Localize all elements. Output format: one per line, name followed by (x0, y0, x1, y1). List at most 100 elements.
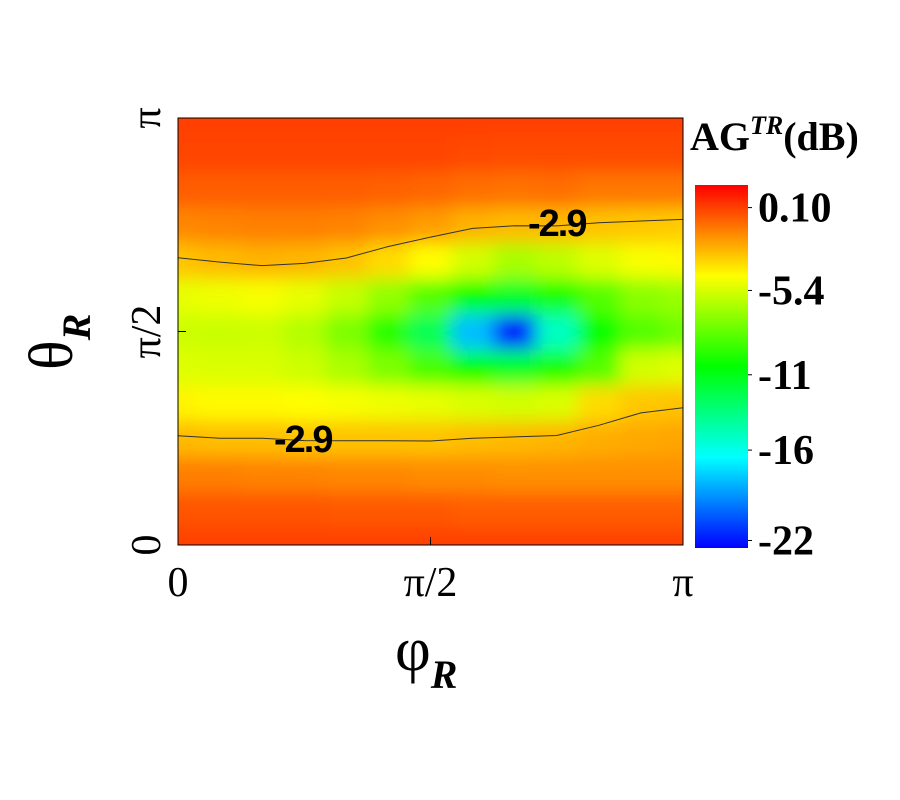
x-axis-label: φR (395, 616, 457, 697)
heat-cell (367, 527, 411, 545)
heat-cell (325, 313, 368, 350)
heat-cell (367, 118, 411, 137)
heat-cell (619, 135, 663, 172)
heat-cell (199, 206, 242, 244)
heat-cell (451, 313, 495, 350)
colorbar-title-base: AG (690, 114, 750, 159)
heat-cell (661, 135, 683, 172)
heat-cell (325, 278, 368, 315)
y-tick-label: 0 (124, 535, 170, 556)
heatmap (178, 118, 683, 545)
heat-cell (283, 527, 326, 545)
heat-cell (493, 420, 537, 457)
colorbar-title-unit: (dB) (783, 114, 859, 159)
heat-cell (451, 118, 495, 137)
heat-cell (325, 242, 368, 279)
heat-cell (367, 491, 411, 528)
heat-cell (535, 384, 579, 422)
heat-cell (283, 384, 326, 422)
heat-cell (535, 313, 579, 350)
heat-cell (535, 278, 579, 315)
heat-cell (178, 384, 200, 422)
heat-cell (577, 278, 621, 315)
heat-cell (178, 135, 200, 172)
contours (177, 218, 684, 442)
heat-cell (661, 171, 683, 208)
x-tick-label: 0 (168, 560, 189, 606)
heat-cell (619, 313, 663, 350)
heat-cell (577, 349, 621, 386)
heat-cell (241, 384, 284, 422)
heat-cell (493, 527, 537, 545)
heat-cell (535, 118, 579, 137)
heat-cell (577, 384, 621, 422)
heat-cell (619, 384, 663, 422)
colorbar-tick-label: 0.10 (758, 186, 832, 232)
heat-cell (451, 384, 495, 422)
heat-cell (325, 384, 368, 422)
colorbar-title: AGTR(dB) (690, 111, 859, 159)
heat-cell (409, 456, 453, 493)
heat-cell (577, 171, 621, 208)
heat-cell (325, 171, 368, 208)
heat-cell (451, 171, 495, 208)
colorbar (695, 185, 748, 548)
heat-cell (199, 384, 242, 422)
heat-cell (367, 456, 411, 493)
heat-cell (661, 491, 683, 528)
heat-cell (178, 456, 200, 493)
heat-cell (283, 206, 326, 244)
plot-area (178, 118, 683, 545)
heat-cell (493, 456, 537, 493)
heat-cell (577, 420, 621, 457)
heat-cell (178, 420, 200, 457)
heat-cell (199, 349, 242, 386)
heat-cell (367, 278, 411, 315)
heat-cell (325, 456, 368, 493)
heat-cell (241, 118, 284, 137)
heat-cell (451, 456, 495, 493)
heat-cell (409, 242, 453, 279)
heat-cell (283, 456, 326, 493)
x-axis-subscript: R (430, 652, 458, 697)
heat-cell (409, 527, 453, 545)
heat-cell (451, 242, 495, 279)
heat-cell (283, 278, 326, 315)
heat-cell (178, 527, 200, 545)
heat-cell (409, 278, 453, 315)
heat-cell (178, 242, 200, 279)
heat-cell (241, 313, 284, 350)
heat-cell (619, 456, 663, 493)
contour-line (177, 407, 684, 442)
heat-cell (367, 135, 411, 172)
heat-cell (199, 527, 242, 545)
heat-cell (661, 349, 683, 386)
heat-cell (535, 527, 579, 545)
heat-cell (367, 313, 411, 350)
heat-cell (325, 420, 368, 457)
heat-cell (178, 118, 200, 137)
heat-cell (325, 206, 368, 244)
heat-cell (661, 527, 683, 545)
heat-cell (493, 206, 537, 244)
heat-cell (535, 349, 579, 386)
colorbar-title-sup: TR (750, 111, 783, 140)
heat-cell (493, 491, 537, 528)
heat-cell (409, 420, 453, 457)
heat-cell (367, 242, 411, 279)
x-axis-symbol: φ (395, 616, 431, 684)
heat-cell (409, 135, 453, 172)
heat-cell (493, 242, 537, 279)
heat-cell (178, 171, 200, 208)
heat-cell (241, 278, 284, 315)
heat-cell (283, 349, 326, 386)
heat-cell (493, 349, 537, 386)
heat-cell (661, 384, 683, 422)
heat-cell (661, 242, 683, 279)
heat-cell (409, 118, 453, 137)
heat-cell (409, 349, 453, 386)
heat-cell (178, 278, 200, 315)
heat-cell (409, 171, 453, 208)
heat-cell (577, 118, 621, 137)
heat-cell (577, 242, 621, 279)
